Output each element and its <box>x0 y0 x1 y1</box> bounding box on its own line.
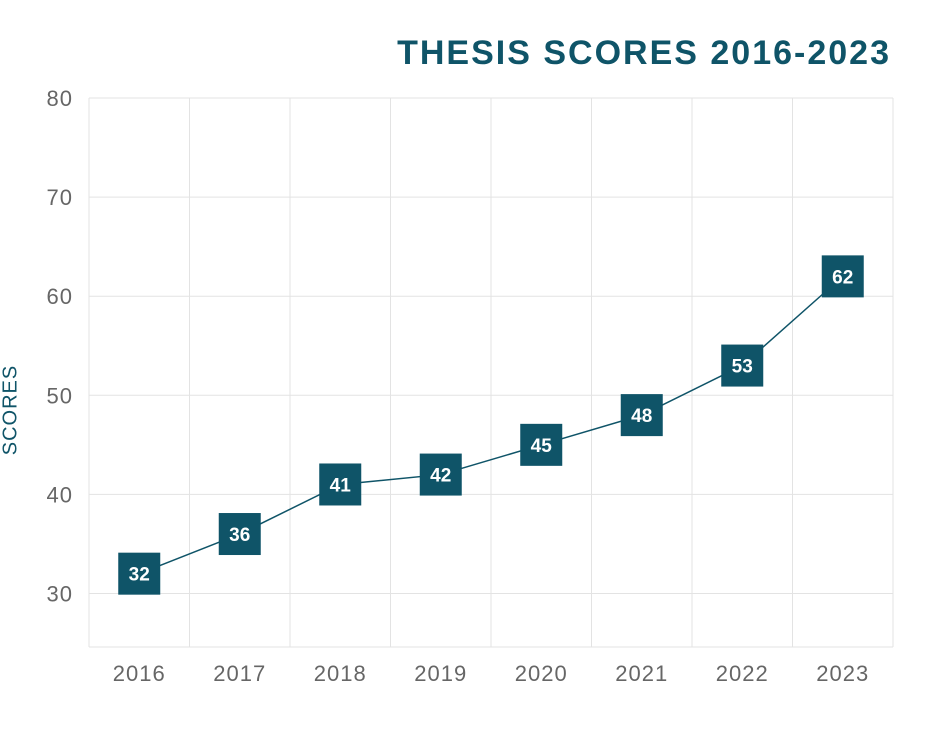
y-tick-label: 30 <box>47 581 73 606</box>
x-tick-label: 2017 <box>213 661 266 686</box>
x-tick-label: 2016 <box>113 661 166 686</box>
data-markers: 32 36 41 42 45 48 53 62 <box>118 255 864 595</box>
y-tick-label: 80 <box>47 86 73 111</box>
chart-title: THESIS SCORES 2016-2023 <box>397 34 891 72</box>
data-point-marker <box>118 552 161 595</box>
grid-lines <box>88 97 894 648</box>
x-tick-label: 2023 <box>816 661 869 686</box>
data-point-marker <box>721 344 764 387</box>
y-axis-ticks: 30 40 50 60 70 80 <box>47 86 73 606</box>
data-point-marker <box>520 423 563 466</box>
data-label: 36 <box>229 525 250 546</box>
data-point-marker <box>319 463 362 506</box>
y-tick-label: 40 <box>47 482 73 507</box>
y-tick-label: 50 <box>47 383 73 408</box>
data-point-marker <box>821 255 864 298</box>
y-tick-label: 60 <box>47 284 73 309</box>
data-label: 48 <box>631 406 652 427</box>
data-point-marker <box>218 513 261 556</box>
x-tick-label: 2022 <box>716 661 769 686</box>
data-label: 53 <box>732 357 753 378</box>
x-tick-label: 2019 <box>414 661 467 686</box>
data-point-marker <box>419 453 462 496</box>
data-label: 62 <box>832 267 853 288</box>
data-point-marker <box>620 394 663 437</box>
data-label: 41 <box>330 475 352 496</box>
x-tick-label: 2020 <box>515 661 568 686</box>
data-label: 32 <box>129 565 150 586</box>
x-tick-label: 2021 <box>615 661 668 686</box>
x-axis-ticks: 2016 2017 2018 2019 2020 2021 2022 2023 <box>113 661 869 686</box>
x-tick-label: 2018 <box>314 661 367 686</box>
data-label: 45 <box>531 436 553 457</box>
y-tick-label: 70 <box>47 185 73 210</box>
data-label: 42 <box>430 466 451 487</box>
